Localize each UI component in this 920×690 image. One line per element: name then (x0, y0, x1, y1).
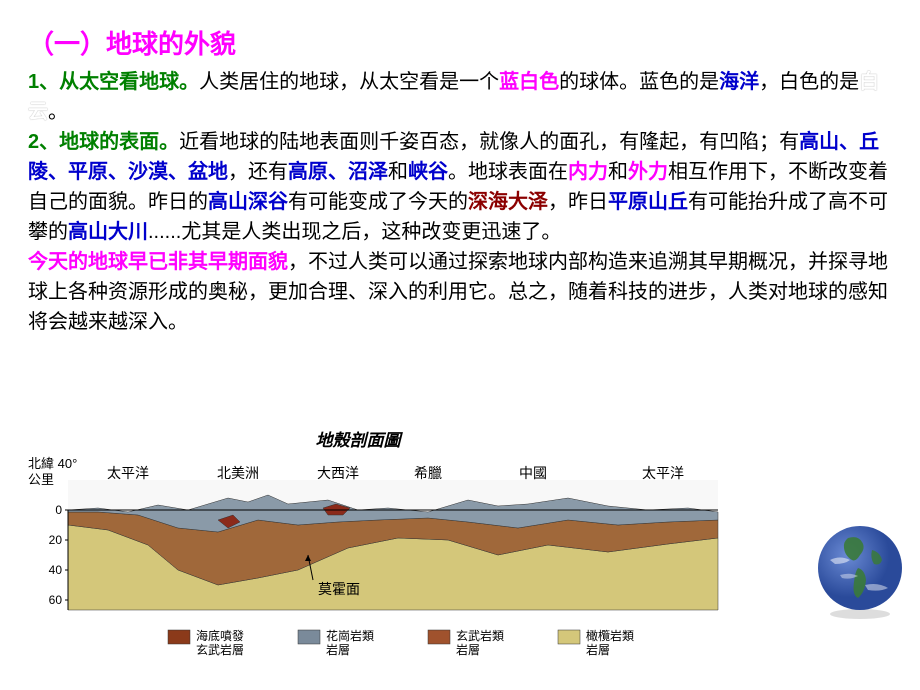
svg-text:太平洋: 太平洋 (642, 465, 684, 481)
svg-text:40: 40 (49, 563, 63, 577)
svg-text:20: 20 (49, 533, 63, 547)
svg-text:玄武岩層: 玄武岩層 (196, 642, 244, 657)
globe-icon (810, 520, 910, 620)
paragraph-2: 2、地球的表面。近看地球的陆地表面则千姿百态，就像人的面孔，有隆起，有凹陷；有高… (28, 127, 892, 247)
p1-lead: 从太空看地球。 (59, 71, 199, 93)
p2-hl7: 深海大泽 (468, 191, 548, 213)
p2-t2: ，还有 (228, 161, 288, 183)
p2-hl4: 内力 (568, 161, 608, 183)
p2-t3: 和 (388, 161, 408, 183)
svg-text:希臘: 希臘 (414, 465, 442, 481)
p2-t5: 和 (608, 161, 628, 183)
p2-hl6: 高山深谷 (208, 191, 288, 213)
svg-text:北緯 40°: 北緯 40° (28, 456, 77, 471)
p2-t8: ，昨日 (548, 191, 608, 213)
p2-t10: ......尤其是人类出现之后，这种改变更迅速了。 (148, 221, 561, 243)
p2-t4: 。地球表面在 (448, 161, 568, 183)
p2-hl3: 峡谷 (408, 161, 448, 183)
p2-num: 2、 (28, 131, 59, 153)
svg-text:0: 0 (55, 503, 62, 517)
svg-text:北美洲: 北美洲 (217, 465, 259, 481)
p1-t4: 。 (48, 101, 68, 123)
p1-t3: ，白色的是 (759, 71, 859, 93)
svg-text:中國: 中國 (519, 465, 547, 481)
svg-text:大西洋: 大西洋 (317, 465, 359, 481)
svg-text:太平洋: 太平洋 (107, 465, 149, 481)
p1-hl1: 蓝白色 (499, 71, 559, 93)
paragraph-1: 1、从太空看地球。人类居住的地球，从太空看是一个蓝白色的球体。蓝色的是海洋，白色… (28, 67, 892, 127)
svg-text:岩層: 岩層 (456, 642, 480, 657)
p2-hl2: 高原、沼泽 (288, 161, 388, 183)
p2-t7: 有可能变成了今天的 (288, 191, 468, 213)
svg-text:公里: 公里 (28, 472, 54, 487)
p2-hl5: 外力 (628, 161, 668, 183)
svg-text:花崗岩類: 花崗岩類 (326, 628, 374, 643)
p2-t1: 近看地球的陆地表面则千姿百态，就像人的面孔，有隆起，有凹陷；有 (179, 131, 799, 153)
p3-lead: 今天的地球早已非其早期面貌 (28, 251, 288, 273)
title-bracket: （一） (28, 29, 106, 59)
svg-text:玄武岩類: 玄武岩類 (456, 628, 504, 643)
p2-hl9: 高山大川 (68, 221, 148, 243)
p1-t1: 人类居住的地球，从太空看是一个 (199, 71, 499, 93)
crust-diagram: 地殼剖面圖北緯 40°公里 太平洋 北美洲 大西洋 希臘 中國 太平洋 0 20 40 60 莫霍面海… (28, 430, 898, 670)
svg-text:岩層: 岩層 (586, 642, 610, 657)
svg-text:橄欖岩類: 橄欖岩類 (586, 628, 634, 643)
p1-t2: 的球体。蓝色的是 (559, 71, 719, 93)
section-title: （一）地球的外貌 (28, 24, 892, 61)
p2-lead: 地球的表面。 (59, 131, 179, 153)
p2-hl8: 平原山丘 (608, 191, 688, 213)
p1-num: 1、 (28, 71, 59, 93)
svg-text:莫霍面: 莫霍面 (318, 581, 360, 597)
svg-text:60: 60 (49, 593, 63, 607)
svg-text:岩層: 岩層 (326, 642, 350, 657)
svg-text:海底噴發: 海底噴發 (196, 628, 244, 643)
title-text: 地球的外貌 (106, 29, 236, 59)
p1-hl2: 海洋 (719, 71, 759, 93)
svg-text:地殼剖面圖: 地殼剖面圖 (316, 431, 404, 450)
paragraph-3: 今天的地球早已非其早期面貌，不过人类可以通过探索地球内部构造来追溯其早期概况，并… (28, 247, 892, 337)
